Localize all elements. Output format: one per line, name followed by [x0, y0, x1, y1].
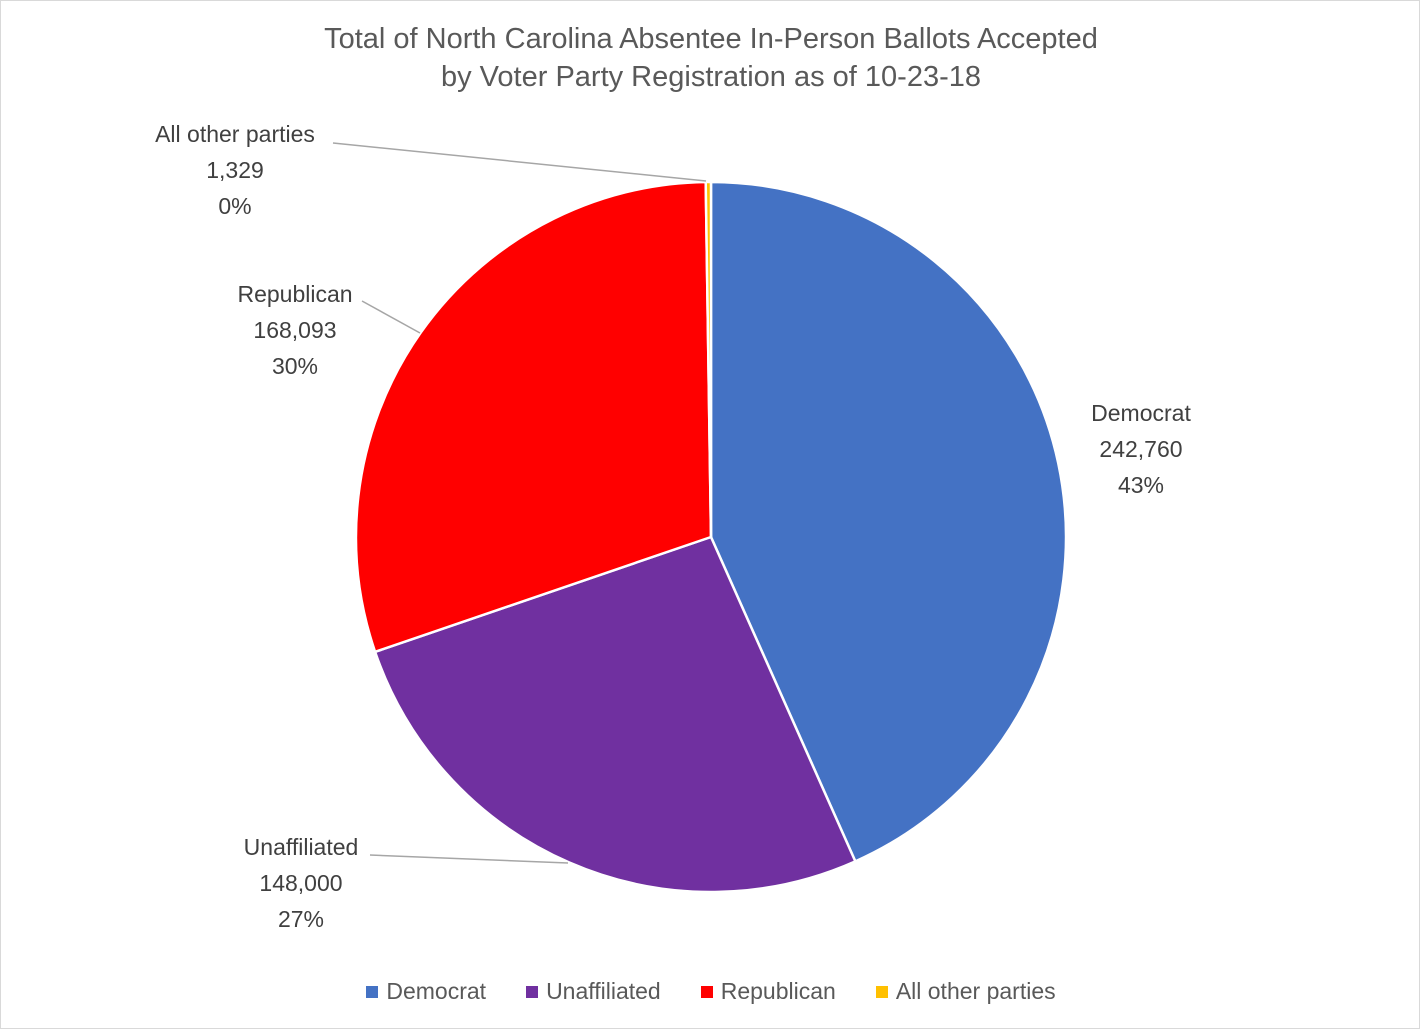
- data-label-value-republican: 168,093: [253, 317, 336, 343]
- chart-title: Total of North Carolina Absentee In-Pers…: [0, 20, 1422, 96]
- pie-slice-democrat: [709, 180, 1068, 863]
- pie-slice-all-other-parties: [704, 180, 713, 539]
- data-label-name-unaffiliated: Unaffiliated: [244, 834, 359, 860]
- legend-swatch-all-other-parties: [875, 985, 888, 998]
- legend-swatch-unaffiliated: [526, 985, 539, 998]
- legend-label-unaffiliated: Unaffiliated: [546, 978, 661, 1004]
- leader-line-all-other-parties: [332, 142, 707, 182]
- legend: Democrat Unaffiliated Republican All other …: [0, 978, 1422, 1005]
- legend-swatch-democrat: [366, 985, 379, 998]
- data-label-value-democrat: 242,760: [1099, 436, 1182, 462]
- data-label-name-all-other-parties: All other parties: [155, 121, 315, 147]
- data-label-percent-unaffiliated: 27%: [278, 906, 324, 932]
- chart-title-line-2: by Voter Party Registration as of 10-23-…: [440, 61, 981, 93]
- legend-swatch-republican: [700, 985, 713, 998]
- legend-item-all-other-parties: All other parties: [875, 978, 1056, 1005]
- legend-label-all-other-parties: All other parties: [895, 978, 1056, 1004]
- chart-title-line-1: Total of North Carolina Absentee In-Pers…: [324, 23, 1098, 55]
- legend-item-democrat: Democrat: [366, 978, 486, 1005]
- data-label-percent-all-other-parties: 0%: [218, 193, 251, 219]
- legend-item-unaffiliated: Unaffiliated: [526, 978, 661, 1005]
- data-label-name-republican: Republican: [237, 281, 352, 307]
- legend-label-republican: Republican: [720, 978, 836, 1004]
- pie-slice-unaffiliated: [373, 535, 857, 894]
- legend-item-republican: Republican: [700, 978, 836, 1005]
- legend-label-democrat: Democrat: [386, 978, 487, 1004]
- pie-slice-republican: [354, 180, 713, 654]
- data-label-value-unaffiliated: 148,000: [259, 870, 342, 896]
- data-label-name-democrat: Democrat: [1091, 400, 1191, 426]
- leader-line-republican: [361, 300, 421, 334]
- data-label-percent-republican: 30%: [272, 353, 318, 379]
- data-label-percent-democrat: 43%: [1118, 472, 1164, 498]
- data-label-value-all-other-parties: 1,329: [206, 157, 264, 183]
- leader-line-unaffiliated: [369, 854, 569, 864]
